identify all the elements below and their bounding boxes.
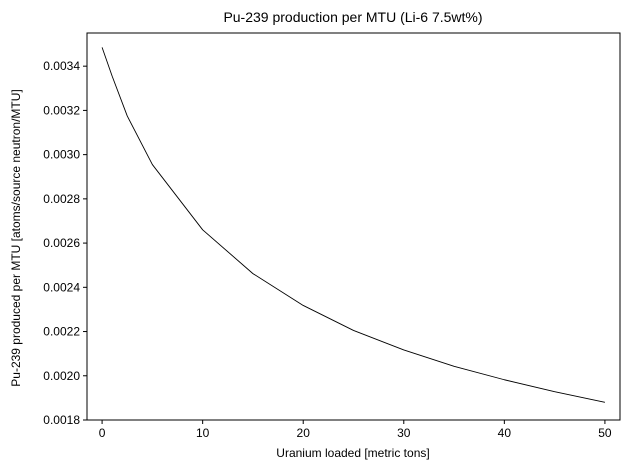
x-tick-label: 20: [297, 426, 311, 440]
y-tick-label: 0.0032: [43, 103, 80, 117]
series-line: [101, 47, 606, 403]
y-tick-label: 0.0024: [43, 280, 80, 294]
y-axis-title: Pu-239 produced per MTU [atoms/source ne…: [9, 89, 23, 386]
x-axis-title: Uranium loaded [metric tons]: [276, 446, 429, 460]
x-tick-label: 50: [598, 426, 612, 440]
y-tick-label: 0.0026: [43, 236, 80, 250]
y-tick-label: 0.0020: [43, 369, 80, 383]
x-tick-label: 30: [397, 426, 411, 440]
x-tick-label: 0: [99, 426, 106, 440]
y-axis: 0.0018 0.0020 0.0022 0.0024 0.0026 0.0028 0.00…: [43, 59, 87, 427]
x-axis: 0 10 20 30 40 50: [99, 420, 612, 440]
y-tick-label: 0.0022: [43, 325, 80, 339]
chart-title: Pu-239 production per MTU (Li-6 7.5wt%): [223, 9, 482, 25]
x-tick-label: 10: [196, 426, 210, 440]
x-tick-label: 40: [498, 426, 512, 440]
plot-frame: [86, 32, 621, 421]
y-tick-label: 0.0030: [43, 148, 80, 162]
plot-area: [86, 32, 621, 421]
y-tick-label: 0.0018: [43, 413, 80, 427]
y-tick-label: 0.0028: [43, 192, 80, 206]
y-tick-label: 0.0034: [43, 59, 80, 73]
